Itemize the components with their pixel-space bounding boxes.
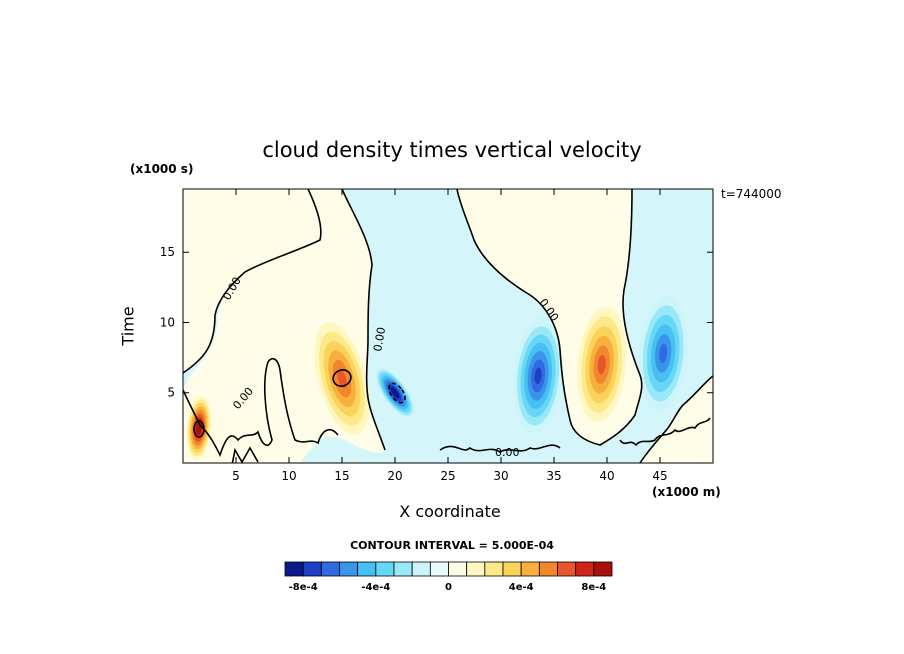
x-tick-label: 5 [232,469,240,483]
x-tick-label: 35 [546,469,561,483]
zero-contour-line [439,444,561,453]
zero-contour-line [341,189,386,451]
positive-region [640,376,713,463]
x-tick-label: 15 [334,469,349,483]
y-axis-unit: (x1000 s) [130,162,194,176]
colorbar-swatch [284,561,304,577]
colorbar-tick-label: 0 [445,582,452,593]
colorbar-swatch [429,561,449,577]
colorbar-swatch [484,561,504,577]
colorbar-swatch [320,561,340,577]
contour-label: 0.00 [371,326,388,352]
feature-level [337,369,347,389]
colorbar-tick-label: 4e-4 [509,582,534,593]
contour-label: 0.00 [495,446,520,459]
colorbar-swatch [375,561,395,577]
x-tick-label: 40 [599,469,614,483]
x-tick-label: 30 [493,469,508,483]
x-tick-label: 25 [440,469,455,483]
colorbar-tick-label: -4e-4 [361,582,390,593]
colorbar-swatch [520,561,540,577]
colorbar-tick-label: 8e-4 [581,582,606,593]
feature-blobs [186,295,688,460]
x-axis-ticks: 5 10 15 20 25 30 35 40 45 [232,189,668,483]
colorbar-swatch [538,561,558,577]
contour-labels: 0.00 0.00 0.00 0.00 0.00 [220,275,561,459]
zero-contour-line [456,189,643,446]
time-stamp: t=744000 [721,187,782,201]
x-tick-label: 45 [652,469,667,483]
colorbar-swatch [466,561,486,577]
colorbar-swatch [393,561,413,577]
zero-contour-line [231,446,259,463]
y-axis-ticks: 5 10 15 [160,245,713,400]
colorbar-swatch [575,561,595,577]
colorbar-swatch [557,561,577,577]
colorbar-swatch [357,561,377,577]
colorbar-swatch [448,561,468,577]
zero-contour-line [639,375,713,463]
zero-contour-line [183,357,339,458]
colorbar-swatch [411,561,431,577]
feature-level [197,424,201,432]
colorbar: -8e-4 -4e-4 0 4e-4 8e-4 [284,561,613,593]
extremum-contour [332,369,352,387]
x-tick-label: 10 [281,469,296,483]
feature-level [534,367,542,385]
plot-area [183,189,713,463]
feature-level [392,389,398,396]
zero-contour-line [183,189,322,374]
x-axis-unit: (x1000 m) [652,485,721,499]
positive-region [183,189,321,373]
extremum-contour [193,420,205,438]
zero-contours [183,189,713,463]
colorbar-swatch [593,561,613,577]
feature-level [659,343,668,364]
feature-level [597,355,606,375]
x-tick-label: 20 [387,469,402,483]
y-tick-label: 10 [160,315,175,329]
extremum-contour [388,382,406,404]
zero-contour-line [619,417,711,447]
chart-title: cloud density times vertical velocity [262,138,642,162]
contour-interval-label: CONTOUR INTERVAL = 5.000E-04 [350,539,554,552]
colorbar-swatch [339,561,359,577]
y-tick-label: 15 [160,245,175,259]
colorbar-swatch [502,561,522,577]
colorbar-swatch [302,561,322,577]
y-tick-label: 5 [167,386,175,400]
x-axis-label: X coordinate [399,502,501,521]
colorbar-tick-label: -8e-4 [289,582,318,593]
